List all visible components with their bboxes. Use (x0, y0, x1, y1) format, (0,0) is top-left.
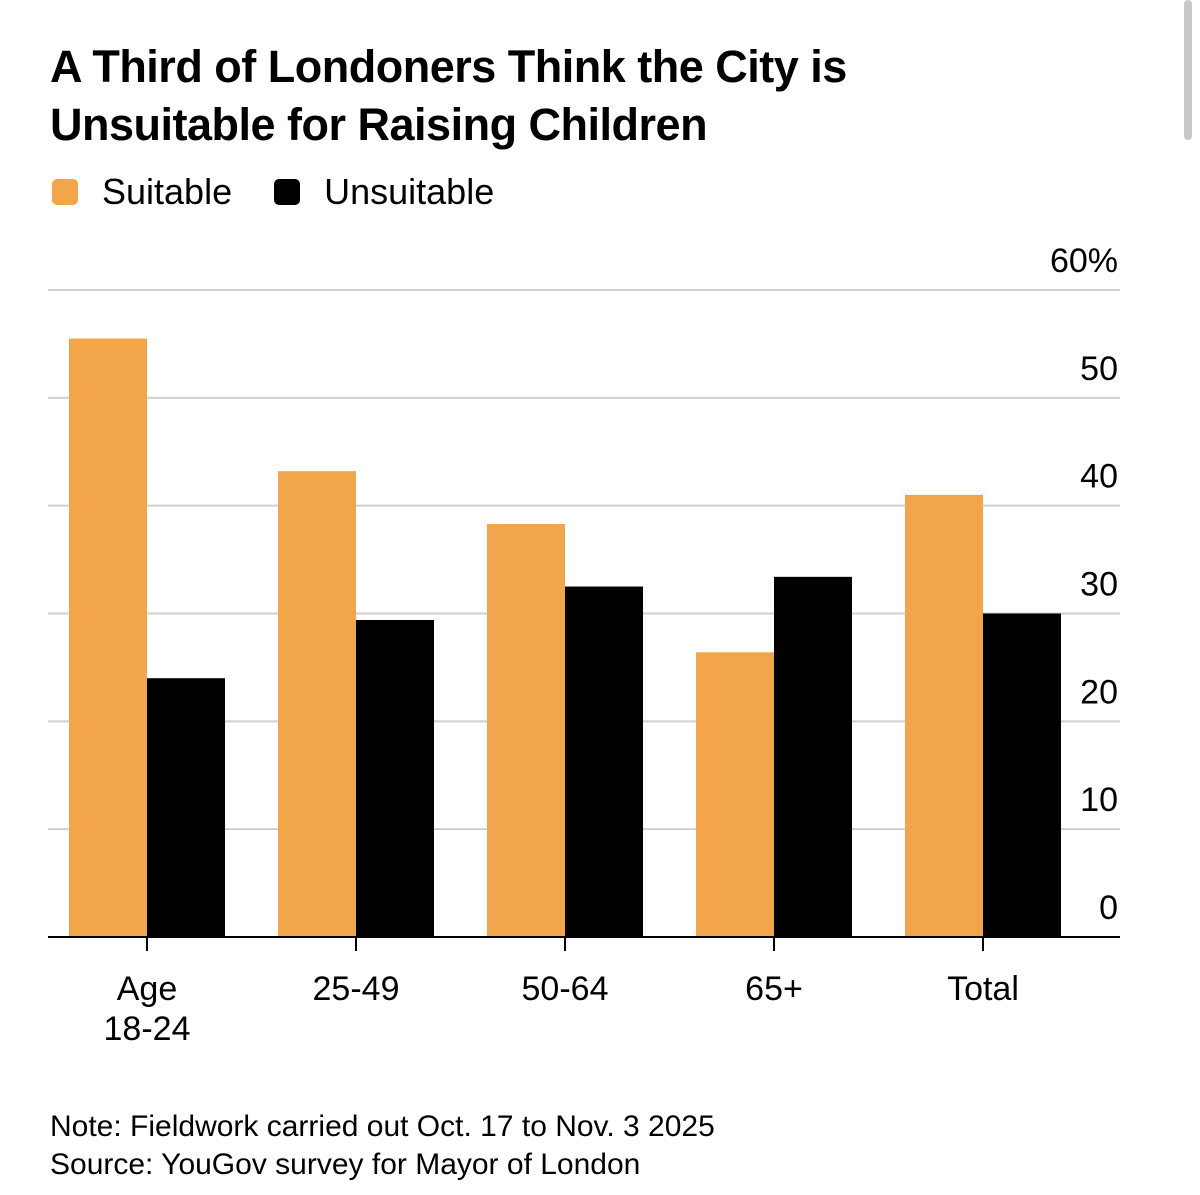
chart-bars (69, 338, 1061, 937)
footer-source: Source: YouGov survey for Mayor of Londo… (50, 1148, 641, 1181)
legend-swatch-unsuitable (274, 179, 301, 205)
page-scrollbar[interactable] (1184, 0, 1192, 140)
chart-legend: Suitable Unsuitable (52, 170, 536, 214)
y-tick-label-50: 50 (1080, 350, 1118, 388)
chart-title-line-1: A Third of Londoners Think the City is (50, 41, 847, 92)
category-label-4-0: Total (947, 970, 1019, 1008)
bar-unsuitable-0 (147, 678, 225, 937)
chart-title: A Third of Londoners Think the City is U… (50, 38, 1150, 154)
footer-note: Note: Fieldwork carried out Oct. 17 to N… (50, 1110, 715, 1143)
chart-y-tick-labels: 0 10 20 30 40 50 60% (1050, 242, 1118, 927)
category-label-2-0: 50-64 (522, 970, 609, 1008)
bar-suitable-1 (278, 471, 356, 937)
bar-unsuitable-4 (983, 613, 1061, 937)
bar-suitable-2 (487, 523, 565, 937)
legend-label-unsuitable: Unsuitable (324, 171, 495, 212)
y-tick-label-60: 60% (1050, 242, 1118, 280)
legend-item-suitable: Suitable (52, 171, 232, 213)
chart-title-line-2: Unsuitable for Raising Children (50, 99, 708, 150)
bar-suitable-0 (69, 338, 147, 937)
y-tick-label-20: 20 (1080, 673, 1118, 711)
y-tick-label-0: 0 (1099, 889, 1118, 927)
legend-item-unsuitable: Unsuitable (274, 171, 494, 213)
chart-x-axis (48, 936, 1120, 951)
bar-suitable-3 (696, 652, 774, 937)
bar-unsuitable-1 (356, 619, 434, 937)
legend-swatch-suitable (52, 179, 78, 205)
legend-label-suitable: Suitable (102, 171, 233, 212)
bar-unsuitable-2 (565, 586, 643, 937)
category-label-1-0: 25-49 (313, 970, 400, 1008)
category-label-3-0: 65+ (745, 970, 803, 1008)
bar-suitable-4 (905, 494, 983, 937)
y-tick-label-40: 40 (1080, 458, 1118, 496)
y-tick-label-30: 30 (1080, 566, 1118, 604)
category-label-0-1: 18-24 (104, 1010, 191, 1048)
category-label-0-0: Age (117, 970, 178, 1008)
chart-footer: Note: Fieldwork carried out Oct. 17 to N… (50, 1108, 715, 1184)
y-tick-label-10: 10 (1080, 781, 1118, 819)
bar-unsuitable-3 (774, 576, 852, 937)
